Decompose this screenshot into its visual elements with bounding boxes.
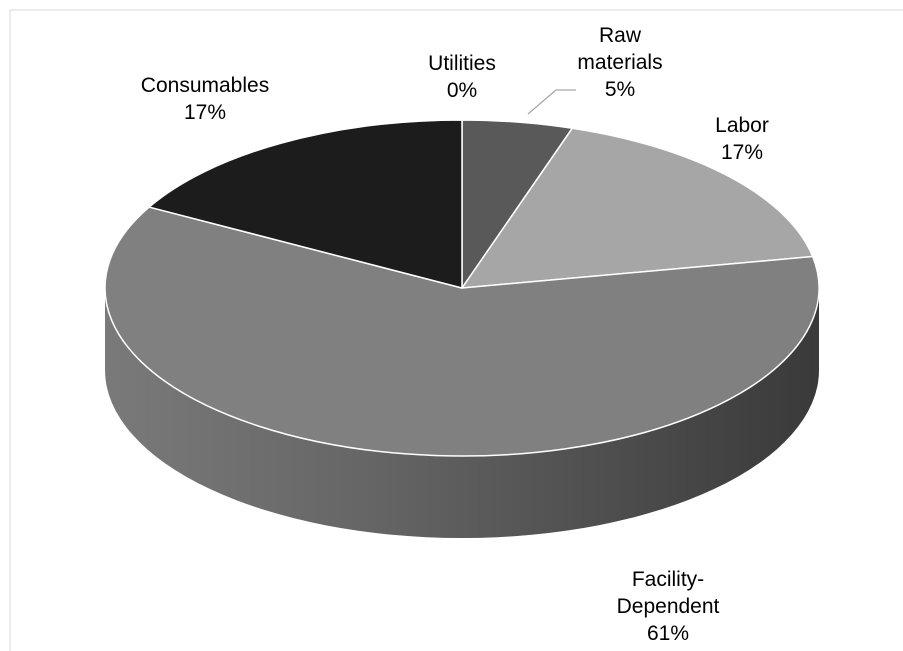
pie-sides <box>105 288 819 538</box>
data-label: Utilities 0% <box>402 50 522 104</box>
pie-slice <box>461 127 814 289</box>
pie-tops <box>104 119 820 457</box>
label-name: Consumables <box>140 74 270 97</box>
label-name: Facility-Dependent <box>616 568 720 618</box>
label-value: 5% <box>604 78 636 101</box>
data-label: Consumables 17% <box>105 72 305 126</box>
label-name: Utilities <box>428 52 496 75</box>
pie-slice <box>148 119 463 289</box>
pie-side-shade <box>105 288 819 538</box>
data-label: Facility-Dependent 61% <box>603 566 733 647</box>
label-value: 61% <box>646 622 690 645</box>
chart-border <box>9 9 903 651</box>
label-name: Labor <box>715 114 769 137</box>
label-value: 0% <box>446 79 478 102</box>
label-name: Raw materials <box>577 24 663 74</box>
label-value: 17% <box>720 141 764 164</box>
data-label: Labor 17% <box>697 112 787 166</box>
label-value: 17% <box>183 101 227 124</box>
data-label: Raw materials 5% <box>565 22 675 103</box>
pie-slice <box>104 206 820 457</box>
leader-line <box>527 89 576 115</box>
